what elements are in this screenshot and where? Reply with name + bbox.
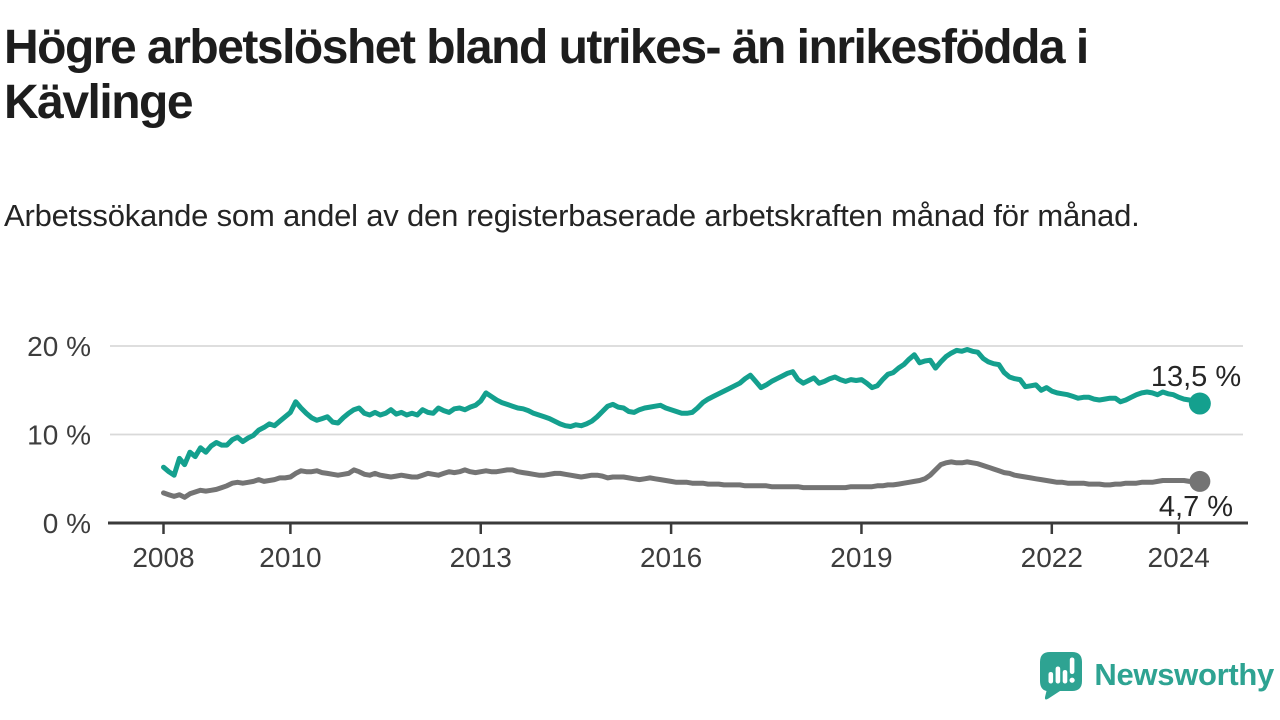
newsworthy-logo: Newsworthy	[1038, 650, 1274, 700]
x-axis-tick-label: 2019	[830, 542, 892, 573]
newsworthy-chart-bubble-icon	[1040, 652, 1083, 700]
series-endpoint-dot	[1188, 392, 1211, 415]
x-axis-tick-label: 2013	[450, 542, 512, 573]
y-axis-tick-label: 10 %	[27, 420, 91, 451]
line-chart: UtlandsföddaTotal arbetslöshet13,5 %4,7 …	[0, 330, 1280, 720]
x-axis-tick-label: 2022	[1021, 542, 1083, 573]
x-axis-tick-label: 2010	[259, 542, 321, 573]
y-axis-tick-label: 20 %	[27, 331, 91, 362]
series-line-utlandsfodda	[161, 347, 1203, 478]
newsworthy-logo-text: Newsworthy	[1094, 657, 1274, 692]
series-end-value: 4,7 %	[1159, 491, 1233, 523]
series-line-total-arbetsloshet	[161, 459, 1203, 500]
chart-subtitle: Arbetssökande som andel av den registerb…	[4, 198, 1140, 233]
series-end-value: 13,5 %	[1151, 361, 1241, 393]
x-axis-tick-label: 2008	[132, 542, 194, 573]
x-axis-tick-label: 2024	[1148, 542, 1210, 573]
series-endpoint-dot	[1189, 470, 1211, 492]
x-axis-tick-label: 2016	[640, 542, 702, 573]
chart-title: Högre arbetslöshet bland utrikes- än inr…	[4, 21, 1089, 130]
unemployment-line-chart-svg: UtlandsföddaTotal arbetslöshet13,5 %4,7 …	[27, 331, 1248, 720]
y-axis-tick-label: 0 %	[43, 508, 91, 539]
